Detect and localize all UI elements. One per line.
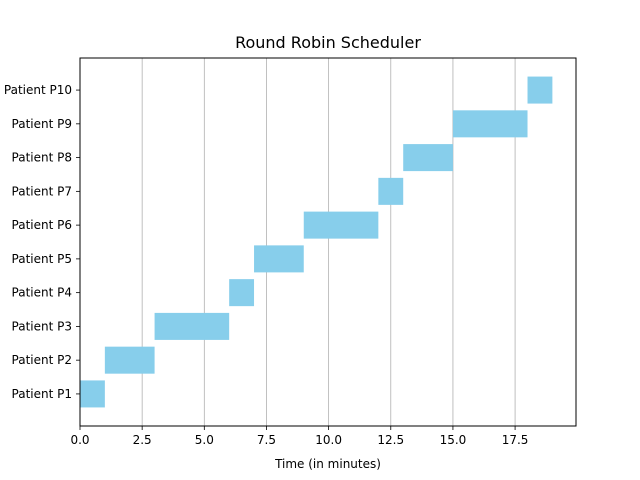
x-tick-label: 15.0 [440,433,467,447]
plot-frame [79,57,577,427]
task-bar [527,76,553,104]
task-bar [229,279,255,307]
task-bar [254,245,304,273]
y-tick-label: Patient P2 [12,353,72,367]
y-tick-label: Patient P5 [12,252,72,266]
y-tick-label: Patient P3 [12,319,72,333]
task-bar [403,144,453,172]
task-bar [104,346,155,374]
task-bar [452,110,528,138]
y-tick-label: Patient P10 [4,83,72,97]
x-tick-label: 7.5 [257,433,276,447]
y-tick-label: Patient P8 [12,151,72,165]
x-tick-label: 17.5 [502,433,529,447]
y-tick-label: Patient P7 [12,184,72,198]
task-bar [154,312,230,340]
x-tick-label: 0.0 [70,433,89,447]
y-tick-label: Patient P6 [12,218,72,232]
x-tick-label: 10.0 [315,433,342,447]
x-tick-label: 2.5 [133,433,152,447]
x-axis-ticks: 0.0 2.5 5.0 7.5 10.0 12.5 15.0 17.5 [70,426,528,447]
y-axis-ticks: Patient P1 Patient P2 Patient P3 Patient P4… [4,83,80,401]
y-tick-label: Patient P4 [12,286,72,300]
x-axis-label: Time (in minutes) [274,457,381,471]
task-bar [378,177,404,205]
task-bar [80,380,105,408]
y-tick-label: Patient P9 [12,117,72,131]
task-bar [303,211,379,239]
bars [80,76,553,408]
y-tick-label: Patient P1 [12,387,72,401]
chart-title: Round Robin Scheduler [235,33,421,52]
x-tick-label: 5.0 [195,433,214,447]
x-tick-label: 12.5 [377,433,404,447]
